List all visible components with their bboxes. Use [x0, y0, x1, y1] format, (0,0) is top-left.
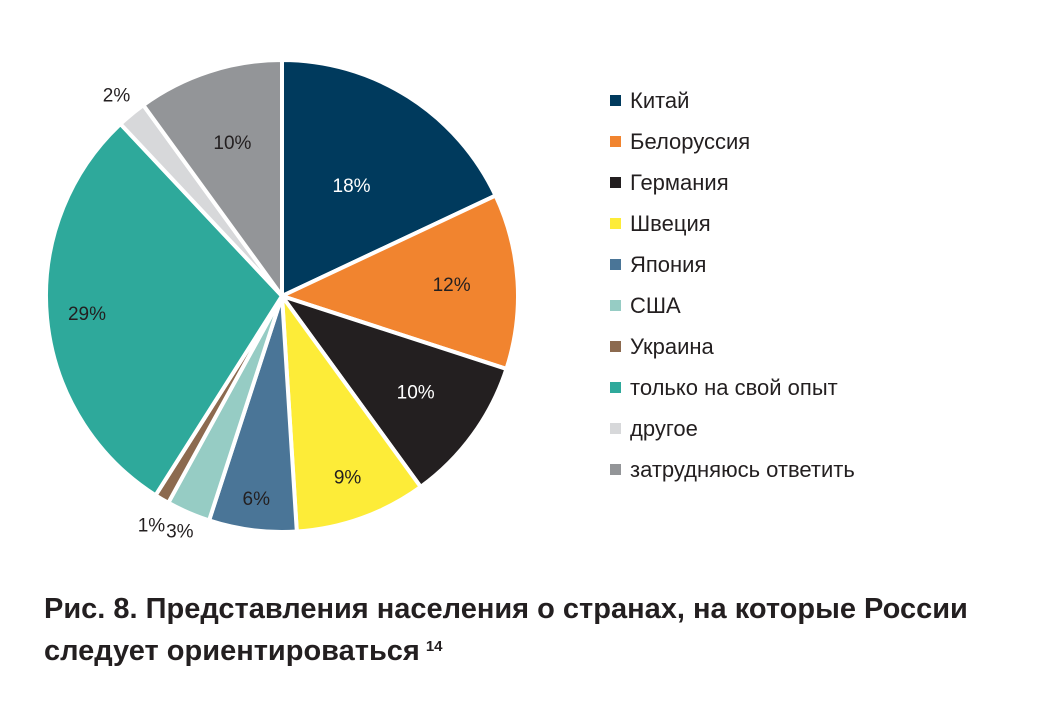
- pie-slice-затрудняюсь-ответить: [141, 58, 284, 298]
- legend-label: Германия: [630, 169, 729, 195]
- slice-label-швеция: 9%: [334, 468, 362, 489]
- pie-chart: 18% 12% 10% 9% 6% 3%1% 29% 2% 10%: [44, 58, 520, 543]
- legend-label: Украина: [630, 333, 714, 359]
- legend-swatch: [610, 382, 621, 393]
- chart-legend: Китай Белоруссия Германия Швеция Япония …: [610, 80, 855, 490]
- footnote-ref: 14: [425, 638, 443, 655]
- legend-swatch: [610, 136, 621, 147]
- slice-label-китай: 18%: [333, 176, 371, 197]
- legend-item-china: Китай: [610, 80, 855, 121]
- slice-label-только-на-свой-опыт: 29%: [68, 304, 106, 325]
- pie-slice-белоруссия: [280, 193, 520, 371]
- legend-label: Япония: [630, 251, 707, 277]
- legend-item-belarus: Белоруссия: [610, 121, 855, 162]
- legend-item-germany: Германия: [610, 162, 855, 203]
- legend-swatch: [610, 218, 621, 229]
- legend-label: Китай: [630, 87, 690, 113]
- pie-slice-швеция: [280, 294, 423, 534]
- legend-item-sweden: Швеция: [610, 203, 855, 244]
- legend-swatch: [610, 464, 621, 475]
- slice-label-украина: 1%: [138, 515, 166, 536]
- slice-label-германия: 10%: [397, 383, 435, 404]
- legend-swatch: [610, 259, 621, 270]
- caption-line-2-text: следует ориентироваться: [44, 635, 420, 667]
- legend-item-hard-to-say: затрудняюсь ответить: [610, 449, 855, 490]
- slice-label-другое: 2%: [103, 85, 131, 106]
- pie-slice-только-на-свой-опыт: [44, 121, 284, 498]
- legend-swatch: [610, 95, 621, 106]
- slice-label-япония: 6%: [243, 489, 271, 510]
- pie-slice-германия: [280, 294, 509, 489]
- legend-item-ukraine: Украина: [610, 326, 855, 367]
- legend-label: только на свой опыт: [630, 374, 838, 400]
- legend-item-own-experience: только на свой опыт: [610, 367, 855, 408]
- legend-item-japan: Япония: [610, 244, 855, 285]
- caption-line-1: Рис. 8. Представления населения о страна…: [44, 593, 968, 625]
- legend-label: Белоруссия: [630, 128, 751, 154]
- legend-item-other: другое: [610, 408, 855, 449]
- legend-label: США: [630, 292, 681, 318]
- pie-slice-китай: [280, 58, 498, 298]
- legend-swatch: [610, 300, 621, 311]
- caption-line-2: следует ориентироваться 14: [44, 630, 1044, 672]
- slice-label-затрудняюсь-ответить: 10%: [213, 133, 251, 154]
- slice-label-белоруссия: 12%: [433, 275, 471, 296]
- legend-item-usa: США: [610, 285, 855, 326]
- legend-swatch: [610, 423, 621, 434]
- slice-label-сша: 3%: [166, 522, 194, 543]
- legend-swatch: [610, 341, 621, 352]
- legend-label: другое: [630, 415, 698, 441]
- legend-label: затрудняюсь ответить: [630, 456, 855, 482]
- figure-caption: Рис. 8. Представления населения о страна…: [44, 588, 1044, 672]
- legend-swatch: [610, 177, 621, 188]
- legend-label: Швеция: [630, 210, 711, 236]
